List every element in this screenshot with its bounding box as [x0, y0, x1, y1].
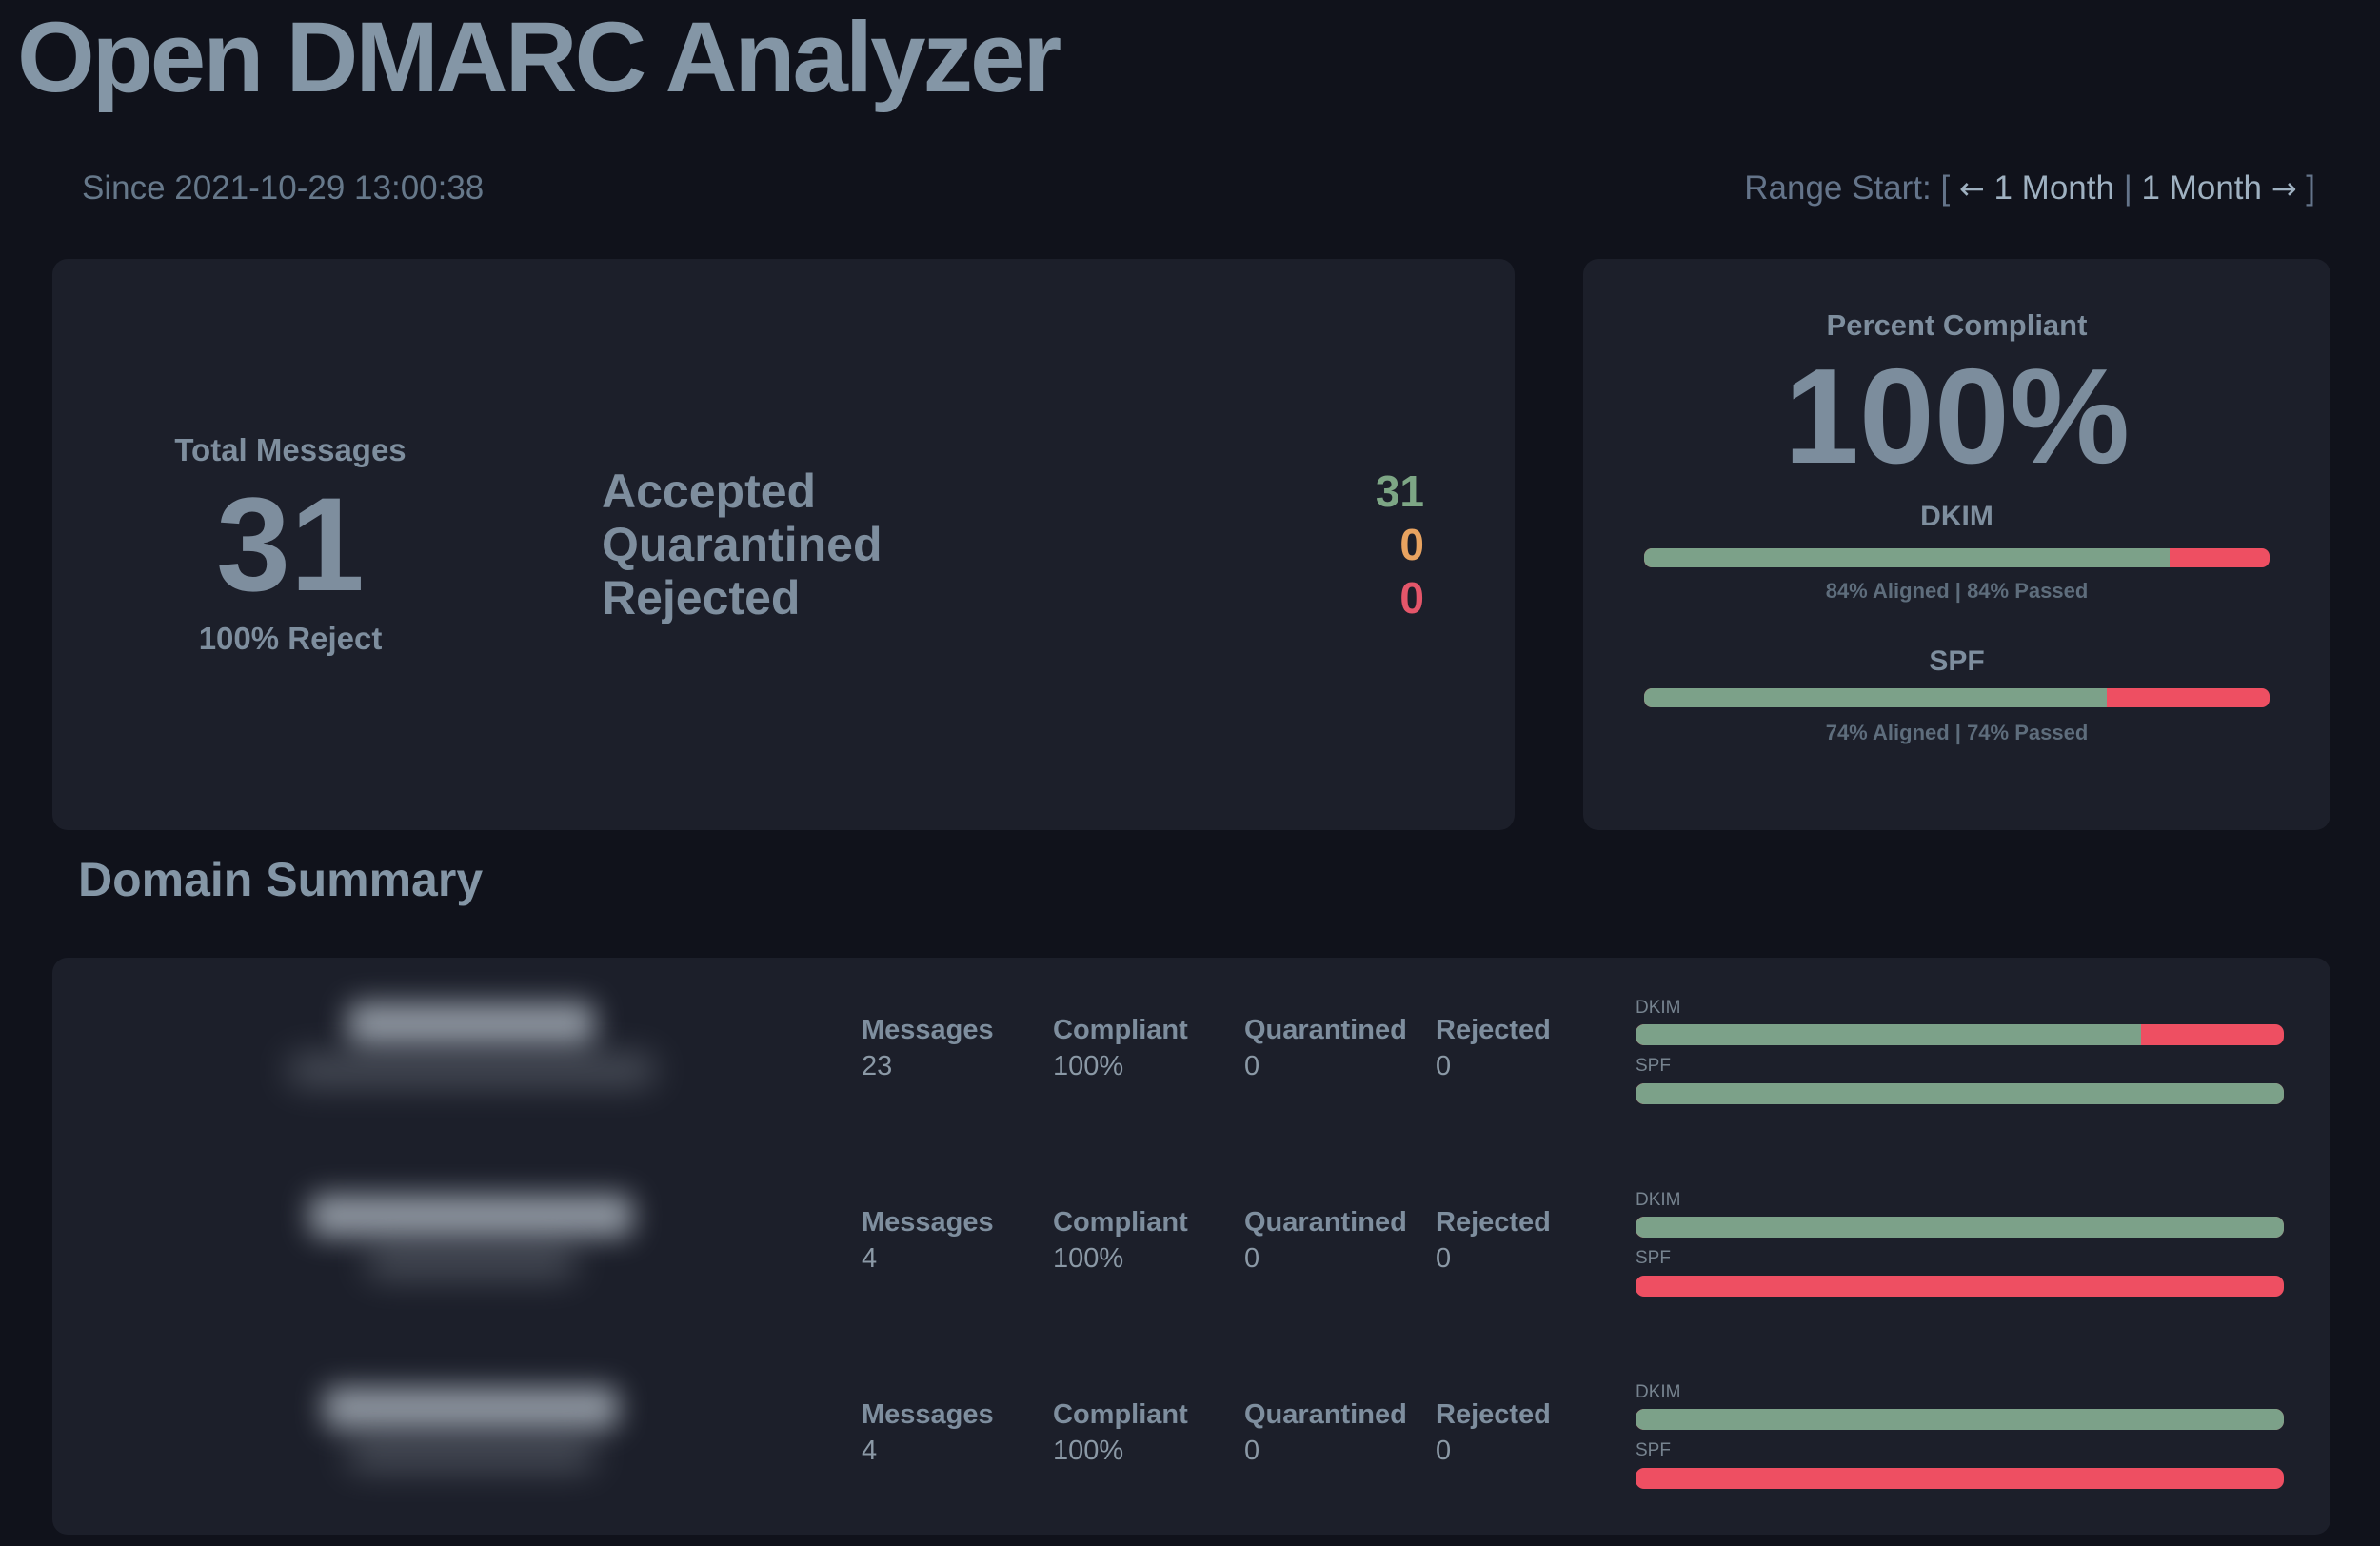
- left-arrow-icon: ←: [1958, 170, 1985, 207]
- row-spf-label: SPF: [1636, 1248, 1671, 1268]
- rejected-value: 0: [1436, 1051, 1452, 1081]
- row-dkim-bar: [1636, 1217, 2284, 1238]
- dkim-caption: 84% Aligned | 84% Passed: [1825, 579, 2089, 603]
- disposition-value: 31: [1375, 466, 1424, 516]
- range-next-month-label: 1 Month: [2141, 169, 2262, 207]
- row-spf-bar: [1636, 1276, 2284, 1297]
- percent-compliant-card: Percent Compliant 100% DKIM 84% Aligned …: [1583, 259, 2330, 830]
- domain-name-redacted[interactable]: [52, 958, 890, 1150]
- domain-row: Messages 4 Compliant 100% Quarantined 0 Rej…: [52, 1150, 2330, 1342]
- domain-name-redacted[interactable]: [52, 1150, 890, 1342]
- range-next-month-link[interactable]: 1 Month →: [2142, 169, 2297, 207]
- compliant-value: 100%: [1053, 1436, 1124, 1466]
- row-spf-bar: [1636, 1083, 2284, 1104]
- messages-value: 4: [862, 1243, 878, 1274]
- right-arrow-icon: →: [2271, 170, 2297, 207]
- spf-progress-bar: [1644, 688, 2270, 707]
- row-auth-bars: DKIM SPF: [1636, 1150, 2284, 1342]
- rejected-column-label: Rejected: [1436, 1207, 1551, 1238]
- messages-value: 4: [862, 1436, 878, 1466]
- messages-value: 23: [862, 1051, 893, 1081]
- messages-column-label: Messages: [862, 1399, 994, 1430]
- domain-subtext-blur: [288, 1056, 655, 1084]
- row-spf-bar: [1636, 1468, 2284, 1489]
- quarantined-column-label: Quarantined: [1244, 1399, 1407, 1430]
- range-separator: |: [2123, 169, 2132, 207]
- rejected-column-label: Rejected: [1436, 1015, 1551, 1045]
- quarantined-value: 0: [1244, 1051, 1260, 1081]
- rejected-value: 0: [1436, 1436, 1452, 1466]
- domain-name-redacted[interactable]: [52, 1342, 890, 1535]
- row-dkim-label: DKIM: [1636, 1382, 1681, 1402]
- row-auth-bars: DKIM SPF: [1636, 958, 2284, 1150]
- summary-cards-row: Total Messages 31 100% Reject Accepted 31…: [0, 259, 2380, 830]
- percent-compliant-title: Percent Compliant: [1826, 308, 2088, 342]
- percent-compliant-value: 100%: [1783, 341, 2131, 492]
- disposition-value: 0: [1399, 520, 1424, 569]
- total-messages-card: Total Messages 31 100% Reject Accepted 31…: [52, 259, 1515, 830]
- quarantined-column-label: Quarantined: [1244, 1207, 1407, 1238]
- domain-summary-card: Messages 23 Compliant 100% Quarantined 0 Re…: [52, 958, 2330, 1535]
- row-spf-label: SPF: [1636, 1056, 1671, 1076]
- row-dkim-bar: [1636, 1024, 2284, 1045]
- dkim-progress-bar: [1644, 548, 2270, 567]
- range-start-label: Range Start: [: [1744, 169, 1951, 207]
- domain-name-blur: [309, 1195, 633, 1237]
- row-dkim-label: DKIM: [1636, 1190, 1681, 1210]
- since-timestamp: Since 2021-10-29 13:00:38: [82, 169, 485, 207]
- spf-caption: 74% Aligned | 74% Passed: [1825, 721, 2089, 744]
- domain-row: Messages 23 Compliant 100% Quarantined 0 Re…: [52, 958, 2330, 1150]
- messages-column-label: Messages: [862, 1015, 994, 1045]
- page-title: Open DMARC Analyzer: [17, 2, 1061, 113]
- total-messages-value: 31: [216, 469, 365, 619]
- range-prev-month-link[interactable]: ← 1 Month: [1959, 169, 2114, 207]
- spf-label: SPF: [1929, 645, 1985, 677]
- total-messages-label: Total Messages: [174, 432, 407, 467]
- quarantined-value: 0: [1244, 1243, 1260, 1274]
- compliant-value: 100%: [1053, 1243, 1124, 1274]
- rejected-column-label: Rejected: [1436, 1399, 1551, 1430]
- domain-summary-title: Domain Summary: [78, 853, 484, 906]
- compliant-column-label: Compliant: [1053, 1399, 1188, 1430]
- disposition-row: Rejected 0: [602, 571, 1424, 624]
- quarantined-value: 0: [1244, 1436, 1260, 1466]
- disposition-label: Accepted: [602, 465, 817, 518]
- disposition-row: Accepted 31: [602, 465, 1424, 518]
- range-close-bracket: ]: [2306, 169, 2315, 207]
- rejected-value: 0: [1436, 1243, 1452, 1274]
- range-controls: Range Start: [ ← 1 Month | 1 Month → ]: [1744, 169, 2315, 208]
- range-prev-month-label: 1 Month: [1993, 169, 2114, 207]
- row-spf-label: SPF: [1636, 1440, 1671, 1460]
- domain-name-blur: [324, 1387, 619, 1429]
- quarantined-column-label: Quarantined: [1244, 1015, 1407, 1045]
- row-auth-bars: DKIM SPF: [1636, 1342, 2284, 1535]
- compliant-column-label: Compliant: [1053, 1015, 1188, 1045]
- compliant-value: 100%: [1053, 1051, 1124, 1081]
- domain-subtext-blur: [347, 1440, 595, 1469]
- header-row: Since 2021-10-29 13:00:38 Range Start: […: [0, 169, 2380, 208]
- domain-subtext-blur: [367, 1248, 576, 1277]
- dkim-label: DKIM: [1920, 501, 1993, 532]
- total-messages-block: Total Messages 31 100% Reject: [52, 259, 528, 830]
- disposition-table: Accepted 31 Quarantined 0 Rejected 0: [602, 465, 1424, 624]
- domain-name-blur: [347, 1002, 595, 1044]
- row-dkim-label: DKIM: [1636, 998, 1681, 1018]
- messages-column-label: Messages: [862, 1207, 994, 1238]
- disposition-label: Rejected: [602, 571, 801, 624]
- reject-percent-label: 100% Reject: [198, 621, 383, 656]
- row-dkim-bar: [1636, 1409, 2284, 1430]
- compliant-column-label: Compliant: [1053, 1207, 1188, 1238]
- disposition-label: Quarantined: [602, 518, 883, 571]
- disposition-row: Quarantined 0: [602, 518, 1424, 571]
- domain-row: Messages 4 Compliant 100% Quarantined 0 Rej…: [52, 1342, 2330, 1535]
- disposition-value: 0: [1399, 573, 1424, 623]
